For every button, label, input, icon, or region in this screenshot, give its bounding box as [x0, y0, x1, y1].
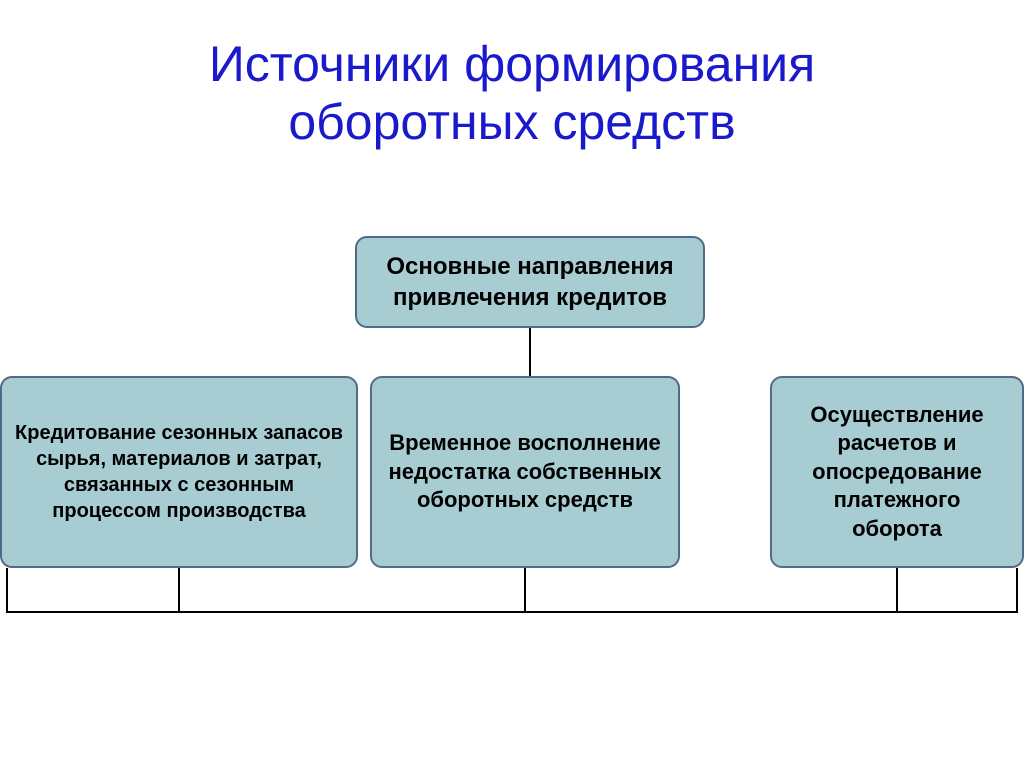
- connector-bus-left-up: [6, 568, 8, 612]
- child-1-text: Временное восполнение недостатка собстве…: [382, 429, 668, 515]
- c2-l2: расчетов и: [837, 430, 956, 455]
- title-line1: Источники формирования: [209, 36, 815, 92]
- c2-l3: опосредование: [812, 459, 982, 484]
- connector-root-drop: [529, 328, 531, 376]
- child-box-1: Временное восполнение недостатка собстве…: [370, 376, 680, 568]
- connector-child0-drop: [178, 568, 180, 612]
- connector-child1-drop: [524, 568, 526, 612]
- root-line2: привлечения кредитов: [393, 284, 667, 311]
- slide: Источники формирования оборотных средств…: [0, 0, 1024, 767]
- child-0-text: Кредитование сезонных запасов сырья, мат…: [12, 420, 346, 524]
- c2-l1: Осуществление: [810, 402, 983, 427]
- root-text: Основные направления привлечения кредито…: [386, 251, 673, 313]
- child-2-text: Осуществление расчетов и опосредование п…: [810, 401, 983, 544]
- connector-bus-right-up: [1016, 568, 1018, 612]
- c2-l5: оборота: [852, 516, 942, 541]
- child-box-0: Кредитование сезонных запасов сырья, мат…: [0, 376, 358, 568]
- connector-bus: [6, 611, 1018, 613]
- root-line1: Основные направления: [386, 253, 673, 280]
- root-box: Основные направления привлечения кредито…: [355, 236, 705, 328]
- slide-title: Источники формирования оборотных средств: [0, 36, 1024, 151]
- connector-child2-drop: [896, 568, 898, 612]
- c2-l4: платежного: [834, 487, 961, 512]
- title-line2: оборотных средств: [288, 94, 735, 150]
- child-box-2: Осуществление расчетов и опосредование п…: [770, 376, 1024, 568]
